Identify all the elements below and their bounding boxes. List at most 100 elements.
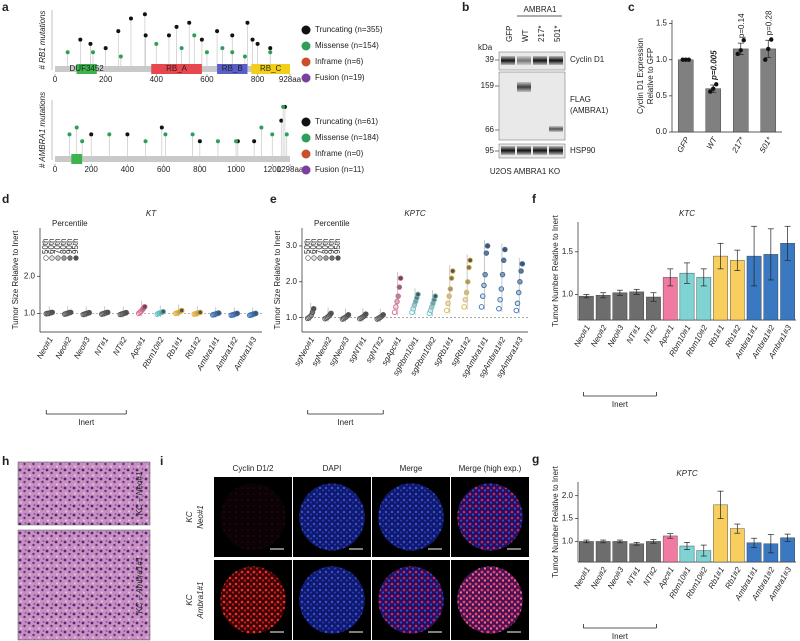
lollipop-head bbox=[215, 139, 220, 144]
y-tick-label: 1.0 bbox=[286, 313, 298, 322]
percentile-point bbox=[450, 268, 456, 274]
percentile-point bbox=[380, 312, 386, 318]
percentile-point bbox=[447, 286, 454, 292]
x-tick-label: Neo#3 bbox=[72, 335, 92, 360]
lollipop-head bbox=[118, 54, 123, 59]
percentile-point bbox=[499, 271, 506, 278]
tissue-section bbox=[457, 566, 523, 634]
percentile-point bbox=[484, 243, 491, 249]
lollipop-head bbox=[128, 16, 133, 21]
row-label: KC bbox=[185, 511, 194, 522]
legend-label: Truncating (n=355) bbox=[315, 25, 383, 34]
percentile-point bbox=[141, 303, 148, 310]
lollipop-head bbox=[220, 46, 225, 51]
bar bbox=[595, 295, 611, 321]
lollipop-head bbox=[215, 29, 220, 34]
x-tick-label: NT#1 bbox=[625, 566, 643, 587]
lollipop-head bbox=[268, 46, 273, 51]
lane-label: 217* bbox=[537, 26, 546, 42]
y-tick-label: 2.0 bbox=[24, 271, 36, 280]
y-axis-label: # RB1 mutations bbox=[38, 10, 47, 69]
bar bbox=[612, 292, 628, 321]
protein-domain bbox=[251, 64, 290, 74]
lollipop-head bbox=[159, 125, 164, 130]
legend-label: 90th bbox=[327, 238, 336, 254]
y-tick-label: 1.0 bbox=[24, 309, 36, 318]
lollipop-head bbox=[281, 104, 286, 109]
panel-label: b bbox=[462, 0, 469, 14]
lollipop-head bbox=[74, 125, 79, 130]
legend-marker bbox=[329, 255, 335, 261]
panel-label: c bbox=[628, 0, 635, 14]
x-tick-label: 217* bbox=[730, 135, 747, 155]
column-label: DAPI bbox=[323, 464, 342, 473]
x-tick-label: 800 bbox=[193, 165, 207, 174]
percentile-point bbox=[415, 291, 421, 298]
legend-marker bbox=[301, 165, 311, 175]
legend-label: 70th bbox=[315, 238, 324, 254]
panel-label: h bbox=[2, 454, 9, 468]
percentile-point bbox=[432, 293, 439, 299]
lollipop-head bbox=[80, 139, 85, 144]
legend-marker bbox=[301, 117, 311, 127]
y-tick-label: 1.0 bbox=[562, 537, 574, 546]
x-tick-label: Neo#3 bbox=[606, 565, 626, 590]
lollipop-head bbox=[187, 20, 192, 25]
legend-label: 80th bbox=[321, 238, 330, 254]
percentile-point bbox=[445, 300, 451, 307]
column-label: Merge (high exp.) bbox=[459, 464, 522, 473]
blot-band bbox=[549, 126, 563, 132]
legend-marker bbox=[301, 25, 311, 35]
legend-marker bbox=[67, 255, 73, 261]
y-axis-label: Relative to GFP bbox=[646, 48, 655, 104]
column-label: Cyclin D1/2 bbox=[233, 464, 274, 473]
data-point bbox=[735, 51, 740, 57]
percentile-point bbox=[466, 264, 472, 271]
bar bbox=[705, 88, 722, 133]
bar bbox=[729, 528, 745, 563]
percentile-point bbox=[328, 310, 334, 317]
tissue-section bbox=[378, 566, 444, 634]
percentile-point bbox=[467, 257, 473, 264]
lollipop-head bbox=[268, 50, 273, 55]
tissue-section bbox=[220, 566, 286, 634]
percentile-point bbox=[462, 296, 469, 303]
blot-header: AMBRA1 bbox=[524, 5, 557, 14]
bar bbox=[662, 535, 678, 563]
histology-image bbox=[17, 529, 151, 641]
percentile-point bbox=[444, 307, 450, 314]
bar bbox=[579, 295, 594, 321]
percentile-point bbox=[178, 307, 185, 314]
domain-label: RB_B bbox=[222, 64, 243, 73]
panel-label: f bbox=[532, 192, 537, 206]
blot-band bbox=[533, 56, 547, 65]
legend-label: 60th bbox=[47, 238, 56, 254]
domain-label: RB_C bbox=[260, 64, 282, 73]
bracket-label: Inert bbox=[612, 632, 629, 641]
percentile-point bbox=[67, 309, 74, 316]
y-tick-label: 1.0 bbox=[656, 55, 668, 64]
bar bbox=[612, 541, 628, 563]
percentile-point bbox=[215, 310, 222, 316]
x-tick-label: 0 bbox=[53, 75, 58, 84]
data-point bbox=[738, 48, 743, 53]
percentile-point bbox=[478, 304, 485, 310]
percentile-point bbox=[160, 308, 166, 315]
lollipop-head bbox=[234, 139, 239, 144]
kda-marker: 159 bbox=[481, 81, 495, 90]
blot-band bbox=[501, 56, 515, 65]
band-label: Cyclin D1 bbox=[570, 55, 605, 64]
x-tick-label: NT#1 bbox=[625, 324, 643, 345]
blot-footer: U2OS AMBRA1 KO bbox=[490, 167, 560, 176]
legend-marker bbox=[335, 255, 341, 261]
percentile-point bbox=[86, 309, 92, 316]
y-axis-label: Tumor Number Relative to Inert bbox=[551, 214, 560, 327]
lane-label: 501* bbox=[553, 26, 562, 42]
percentile-point bbox=[310, 305, 317, 312]
row-label: KC bbox=[185, 594, 194, 605]
x-tick-label: 400 bbox=[150, 75, 164, 84]
x-tick-label: WT bbox=[705, 135, 720, 151]
lollipop-head bbox=[143, 139, 148, 144]
